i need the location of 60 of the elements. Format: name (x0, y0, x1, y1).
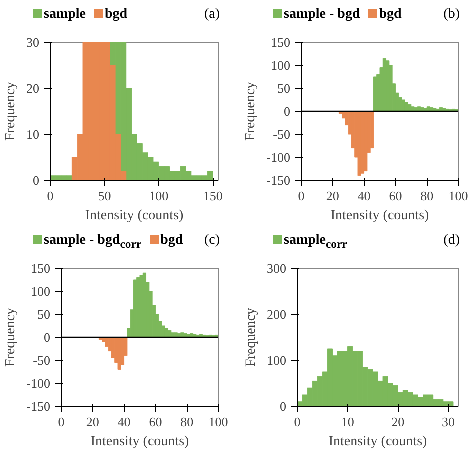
y-tick-label: 30 (26, 35, 40, 50)
x-tick-label: 10 (341, 414, 354, 430)
y-tick-label: 100 (267, 353, 286, 368)
x-tick-label: 20 (392, 414, 405, 430)
x-tick-label: 40 (118, 414, 131, 430)
x-axis-title: Intensity (counts) (90, 434, 190, 450)
legend-label: sample$_{corr}$ (284, 233, 348, 251)
chart-title: (a) (204, 6, 220, 24)
y-tick-label: 0 (44, 330, 50, 345)
y-tick-label: -50 (33, 353, 51, 368)
y-tick-label: 50 (278, 81, 290, 96)
y-tick-label: 0 (280, 399, 286, 414)
x-tick-label: 150 (203, 188, 223, 204)
x-tick-label: 100 (448, 188, 468, 204)
chart-title: (c) (204, 232, 220, 250)
x-axis-title: Intensity (counts) (85, 208, 184, 224)
chart-title: (d) (444, 232, 460, 250)
legend-label: sample (44, 7, 86, 22)
y-tick-label: -150 (26, 399, 51, 414)
y-tick-label: 100 (271, 58, 290, 73)
x-tick-label: 20 (86, 414, 100, 430)
y-tick-label: 100 (31, 284, 50, 299)
y-tick-label: -100 (266, 150, 291, 165)
x-tick-label: 80 (180, 414, 194, 430)
x-tick-label: 30 (442, 414, 455, 430)
y-tick-label: -100 (26, 376, 51, 391)
chart-title: (b) (444, 6, 460, 24)
y-tick-label: 20 (26, 81, 40, 96)
y-axis-title: Frequency (244, 82, 259, 142)
y-tick-label: 0 (284, 104, 290, 119)
y-tick-label: 50 (38, 307, 50, 322)
legend-label: bgd (105, 7, 128, 22)
y-axis-title: Frequency (4, 308, 19, 368)
y-tick-label: 300 (267, 261, 286, 276)
x-tick-label: 80 (420, 188, 434, 204)
legend-label: sample - bgd (284, 7, 360, 22)
x-tick-label: 20 (326, 188, 340, 204)
x-axis-title: Intensity (counts) (328, 434, 428, 450)
legend-label: bgd (160, 233, 184, 248)
x-tick-label: 50 (98, 188, 112, 204)
y-tick-label: 10 (26, 127, 40, 142)
y-tick-label: 0 (33, 173, 40, 188)
y-tick-label: -150 (266, 173, 291, 188)
y-axis-title: Frequency (4, 82, 18, 142)
y-tick-label: 200 (267, 307, 286, 322)
legend-label: sample - bgd$_{corr}$ (44, 233, 142, 251)
y-tick-label: 150 (31, 261, 50, 276)
x-tick-label: 60 (149, 414, 162, 430)
x-tick-label: 0 (294, 414, 301, 430)
x-tick-label: 60 (389, 188, 402, 204)
legend-label: bgd (379, 7, 402, 22)
x-tick-label: 0 (58, 414, 65, 430)
y-axis-title: Frequency (244, 308, 259, 368)
x-tick-label: 40 (358, 188, 371, 204)
x-tick-label: 100 (208, 414, 228, 430)
x-tick-label: 100 (149, 188, 169, 204)
y-tick-label: 150 (271, 35, 290, 50)
x-tick-label: 0 (298, 188, 305, 204)
y-tick-label: -50 (273, 127, 291, 142)
x-axis-title: Intensity (counts) (330, 208, 430, 224)
